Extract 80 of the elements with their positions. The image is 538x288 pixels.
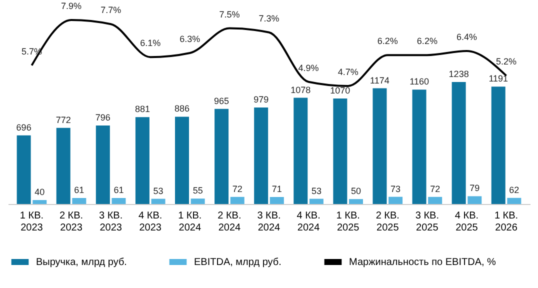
data-label: 7.3% (258, 13, 280, 24)
bar (333, 98, 348, 204)
data-label: 796 (95, 112, 110, 123)
bar (112, 198, 126, 204)
data-label: 61 (114, 184, 124, 195)
bar (507, 198, 522, 204)
x-tick-label: 3 КВ. 2024 (257, 210, 281, 234)
bar (349, 199, 363, 204)
data-label: 7.9% (61, 1, 82, 11)
x-tick-label: 3 КВ. 2025 (415, 210, 439, 234)
data-label: 71 (272, 184, 282, 194)
x-tick-label: 4 КВ. 2023 (138, 210, 162, 234)
data-label: 72 (430, 184, 440, 194)
bar (56, 128, 70, 204)
data-label: 62 (509, 184, 520, 195)
bar (151, 198, 166, 204)
x-tick-label: 1 КВ. 2023 (20, 210, 44, 234)
data-label: 886 (174, 104, 190, 114)
bar (270, 197, 284, 204)
x-tick-label: 4 КВ. 2024 (296, 210, 320, 234)
bar (388, 196, 403, 204)
data-label: 55 (192, 186, 203, 196)
data-label: 1070 (330, 86, 350, 96)
bar (491, 86, 506, 204)
data-label: 6.2% (377, 36, 398, 46)
data-label: 6.4% (456, 32, 477, 42)
x-tick-label: 2 КВ. 2023 (59, 210, 84, 234)
data-label: 5.2% (496, 56, 517, 67)
bar (175, 116, 189, 204)
bar (294, 98, 308, 204)
bar (309, 198, 324, 204)
bar (412, 90, 426, 204)
bar (16, 135, 31, 204)
data-label: 979 (254, 94, 269, 105)
bar (254, 108, 268, 204)
x-tick-label: 2 КВ. 2024 (218, 210, 242, 234)
data-label: 73 (390, 184, 401, 194)
data-label: 4.9% (298, 62, 319, 73)
bar (214, 108, 229, 204)
data-label: 696 (16, 122, 32, 132)
data-label: 6.2% (416, 36, 438, 46)
data-label: 1078 (290, 84, 311, 95)
data-label: 6.3% (180, 34, 200, 44)
x-tick-label: 1 КВ. 2024 (178, 210, 202, 234)
bar (32, 200, 47, 204)
bar (96, 126, 110, 204)
data-label: 7.5% (219, 9, 240, 20)
bar (190, 198, 205, 204)
data-label: 772 (56, 114, 71, 125)
bar (468, 196, 482, 204)
x-tick-label: 4 КВ. 2025 (454, 210, 479, 234)
bar (72, 198, 86, 204)
x-tick-label: 1 КВ. 2026 (494, 210, 518, 234)
data-label: 1238 (448, 69, 469, 79)
data-label: 53 (153, 186, 164, 196)
bar (135, 117, 150, 204)
data-label: 1174 (370, 75, 390, 86)
data-label: 79 (470, 183, 480, 194)
data-label: 881 (134, 104, 150, 114)
data-label: 40 (34, 187, 45, 198)
legend-label: EBITDA, млрд руб. (194, 257, 282, 268)
legend-label: Выручка, млрд руб. (36, 257, 127, 268)
data-label: 61 (74, 184, 84, 195)
data-label: 4.7% (338, 67, 358, 77)
x-tick-label: 1 КВ. 2025 (336, 210, 360, 234)
data-label: 1160 (410, 76, 429, 87)
x-tick-label: 2 КВ. 2025 (376, 210, 400, 234)
legend-label: Маржинальность по EBITDA, % (349, 257, 496, 268)
x-tick-label: 3 КВ. 2023 (99, 210, 123, 234)
bar (230, 196, 244, 204)
data-label: 7.7% (100, 5, 122, 16)
data-label: 53 (311, 186, 322, 196)
bar (452, 82, 466, 204)
data-label: 965 (214, 96, 230, 106)
bar (428, 196, 442, 204)
bar (372, 88, 387, 204)
data-label: 6.1% (140, 38, 161, 48)
data-label: 1191 (488, 74, 508, 84)
data-label: 50 (350, 186, 362, 196)
data-label: 72 (232, 184, 242, 194)
